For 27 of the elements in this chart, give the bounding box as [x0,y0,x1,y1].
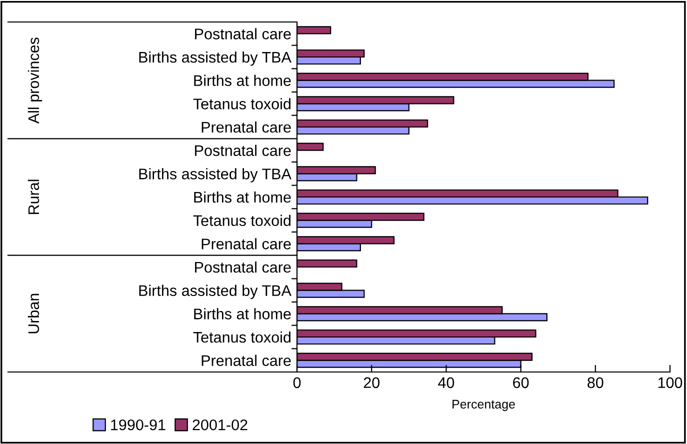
y-tick-label: Tetanus toxoid [193,331,290,343]
x-tick-label: 0 [293,377,301,388]
legend-label: 1990-91 [111,419,166,430]
text: Rural [28,180,40,214]
y-tick-label: Prenatal care [202,238,291,250]
y-tick-label: Prenatal care [202,354,291,366]
x-tick-label: 60 [513,377,529,388]
text: Urban [28,294,40,334]
x-tick-label: 100 [658,377,682,388]
y-tick-label: Postnatal care [195,261,291,273]
y-tick-label: Births assisted by TBA [139,51,292,66]
legend-label: 2001-02 [192,419,248,430]
y-tick-label: Tetanus toxoid [193,214,290,226]
y-tick-label: Tetanus toxoid [193,98,290,110]
x-axis-title: Percentage [452,400,515,412]
y-tick-label: Births assisted by TBA [139,168,292,182]
y-tick-label: Births at home [194,74,291,86]
y-tick-label: Births assisted by TBA [139,284,292,300]
text: All provinces [28,38,42,124]
y-tick-label: Prenatal care [202,121,291,133]
y-tick-label: Postnatal care [195,28,291,40]
x-tick-label: 40 [438,377,454,388]
y-tick-label: Births at home [194,191,291,203]
x-tick-label: 80 [588,377,604,388]
y-tick-label: Postnatal care [195,144,291,156]
y-tick-label: Births at home [194,308,291,320]
x-tick-label: 20 [364,377,380,388]
